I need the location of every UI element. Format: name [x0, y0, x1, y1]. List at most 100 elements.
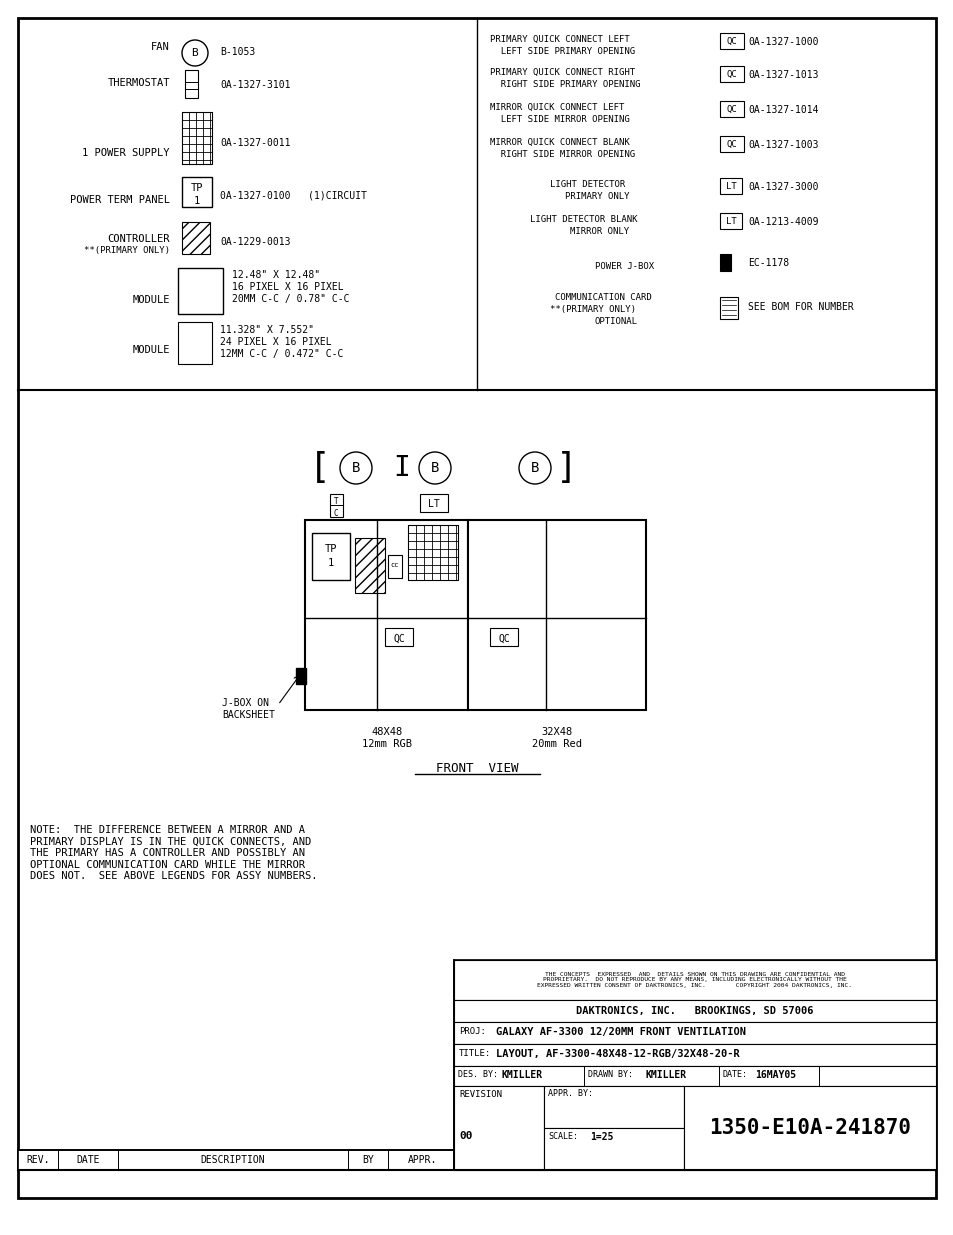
Circle shape: [339, 452, 372, 484]
Text: THE CONCEPTS  EXPRESSED  AND  DETAILS SHOWN ON THIS DRAWING ARE CONFIDENTIAL AND: THE CONCEPTS EXPRESSED AND DETAILS SHOWN…: [537, 972, 852, 988]
Text: 1: 1: [328, 558, 334, 568]
Text: PRIMARY QUICK CONNECT RIGHT: PRIMARY QUICK CONNECT RIGHT: [490, 68, 635, 77]
Bar: [454, 960, 935, 1170]
Text: QC: QC: [726, 105, 737, 114]
Circle shape: [518, 452, 551, 484]
Text: 12.48" X 12.48": 12.48" X 12.48": [232, 270, 320, 280]
Text: T: T: [334, 496, 338, 506]
Text: B: B: [431, 461, 438, 475]
Text: 0A-1327-1013: 0A-1327-1013: [747, 70, 818, 80]
Text: 1: 1: [193, 196, 200, 206]
Text: 1 POWER SUPPLY: 1 POWER SUPPLY: [82, 148, 170, 158]
Text: PROJ:: PROJ:: [458, 1028, 485, 1036]
Text: REVISION: REVISION: [458, 1091, 501, 1099]
Text: 20mm Red: 20mm Red: [532, 739, 581, 748]
Text: 12MM C-C / 0.472" C-C: 12MM C-C / 0.472" C-C: [220, 350, 343, 359]
Bar: [720, 65, 743, 82]
Text: 1=25: 1=25: [589, 1132, 613, 1142]
Text: 11.328" X 7.552": 11.328" X 7.552": [220, 325, 314, 335]
Bar: [295, 668, 306, 684]
Text: POWER J-BOX: POWER J-BOX: [595, 262, 654, 270]
Text: 0A-1327-3000: 0A-1327-3000: [747, 182, 818, 191]
Text: QC: QC: [497, 634, 509, 643]
Text: OPTIONAL: OPTIONAL: [595, 317, 638, 326]
Text: EC-1178: EC-1178: [747, 258, 788, 268]
Text: 0A-1213-4009: 0A-1213-4009: [747, 217, 818, 227]
Text: POWER TERM PANEL: POWER TERM PANEL: [70, 195, 170, 205]
Text: 48X48: 48X48: [371, 727, 402, 737]
Text: 20MM C-C / 0.78" C-C: 20MM C-C / 0.78" C-C: [232, 294, 349, 304]
Text: LT: LT: [428, 499, 439, 509]
Text: J-BOX ON: J-BOX ON: [222, 698, 269, 708]
Text: KMILLER: KMILLER: [645, 1070, 686, 1079]
Bar: [720, 254, 730, 270]
Text: QC: QC: [726, 37, 737, 46]
Circle shape: [418, 452, 451, 484]
Text: QC: QC: [393, 634, 404, 643]
Bar: [355, 538, 385, 593]
Text: 16 PIXEL X 16 PIXEL: 16 PIXEL X 16 PIXEL: [232, 282, 343, 291]
Text: QC: QC: [726, 70, 737, 79]
Text: THERMOSTAT: THERMOSTAT: [108, 78, 170, 88]
Text: LT: LT: [725, 182, 736, 191]
Bar: [18, 1150, 454, 1170]
Bar: [178, 268, 223, 314]
Text: B: B: [530, 461, 538, 475]
Text: 32X48: 32X48: [540, 727, 572, 737]
Text: DRAWN BY:: DRAWN BY:: [587, 1070, 633, 1079]
Text: GALAXY AF-3300 12/20MM FRONT VENTILATION: GALAXY AF-3300 12/20MM FRONT VENTILATION: [496, 1028, 745, 1037]
Text: REV.: REV.: [27, 1155, 50, 1165]
Text: ]: ]: [556, 451, 578, 485]
Text: 00: 00: [458, 1131, 472, 1141]
Bar: [305, 520, 468, 710]
Bar: [178, 322, 212, 364]
Bar: [543, 1128, 683, 1170]
Text: DAKTRONICS, INC.   BROOKINGS, SD 57006: DAKTRONICS, INC. BROOKINGS, SD 57006: [576, 1007, 813, 1016]
Text: MIRROR QUICK CONNECT LEFT: MIRROR QUICK CONNECT LEFT: [490, 103, 623, 112]
Text: KMILLER: KMILLER: [501, 1070, 542, 1079]
Text: TP: TP: [324, 543, 337, 555]
Text: MIRROR ONLY: MIRROR ONLY: [569, 227, 628, 236]
Bar: [720, 101, 743, 117]
Text: PRIMARY ONLY: PRIMARY ONLY: [564, 191, 629, 201]
Bar: [182, 177, 212, 207]
Bar: [454, 1023, 935, 1044]
Bar: [185, 70, 198, 98]
Bar: [543, 1086, 683, 1128]
Text: 0A-1327-1003: 0A-1327-1003: [747, 140, 818, 149]
Text: BACKSHEET: BACKSHEET: [222, 710, 274, 720]
Bar: [388, 555, 401, 578]
Text: B: B: [192, 48, 198, 58]
Bar: [454, 960, 935, 1000]
Circle shape: [182, 40, 208, 65]
Bar: [454, 1066, 935, 1086]
Text: DES. BY:: DES. BY:: [457, 1070, 497, 1079]
Bar: [468, 520, 645, 710]
Text: **(PRIMARY ONLY): **(PRIMARY ONLY): [84, 246, 170, 254]
Bar: [419, 494, 448, 513]
Text: 0A-1327-1000: 0A-1327-1000: [747, 37, 818, 47]
Text: SEE BOM FOR NUMBER: SEE BOM FOR NUMBER: [747, 303, 853, 312]
Text: FRONT  VIEW: FRONT VIEW: [436, 762, 517, 776]
Text: DESCRIPTION: DESCRIPTION: [200, 1155, 265, 1165]
Text: RIGHT SIDE PRIMARY OPENING: RIGHT SIDE PRIMARY OPENING: [490, 80, 639, 89]
Text: 16MAY05: 16MAY05: [754, 1070, 796, 1079]
Text: 0A-1327-1014: 0A-1327-1014: [747, 105, 818, 115]
Text: NOTE:  THE DIFFERENCE BETWEEN A MIRROR AND A
PRIMARY DISPLAY IS IN THE QUICK CON: NOTE: THE DIFFERENCE BETWEEN A MIRROR AN…: [30, 825, 317, 882]
Text: LIGHT DETECTOR: LIGHT DETECTOR: [550, 180, 624, 189]
Bar: [490, 629, 517, 646]
Bar: [720, 212, 741, 228]
Text: LAYOUT, AF-3300-48X48-12-RGB/32X48-20-R: LAYOUT, AF-3300-48X48-12-RGB/32X48-20-R: [496, 1049, 739, 1058]
Text: COMMUNICATION CARD: COMMUNICATION CARD: [555, 293, 651, 303]
Text: MODULE: MODULE: [132, 345, 170, 354]
Bar: [182, 222, 210, 254]
Text: FAN: FAN: [152, 42, 170, 52]
Text: I: I: [394, 454, 410, 482]
Text: 0A-1327-0100   (1)CIRCUIT: 0A-1327-0100 (1)CIRCUIT: [220, 190, 367, 200]
Text: BY: BY: [362, 1155, 374, 1165]
Text: MODULE: MODULE: [132, 295, 170, 305]
Text: 0A-1327-0011: 0A-1327-0011: [220, 138, 291, 148]
Text: B: B: [352, 461, 360, 475]
Text: LEFT SIDE PRIMARY OPENING: LEFT SIDE PRIMARY OPENING: [490, 47, 635, 56]
Bar: [720, 296, 738, 319]
